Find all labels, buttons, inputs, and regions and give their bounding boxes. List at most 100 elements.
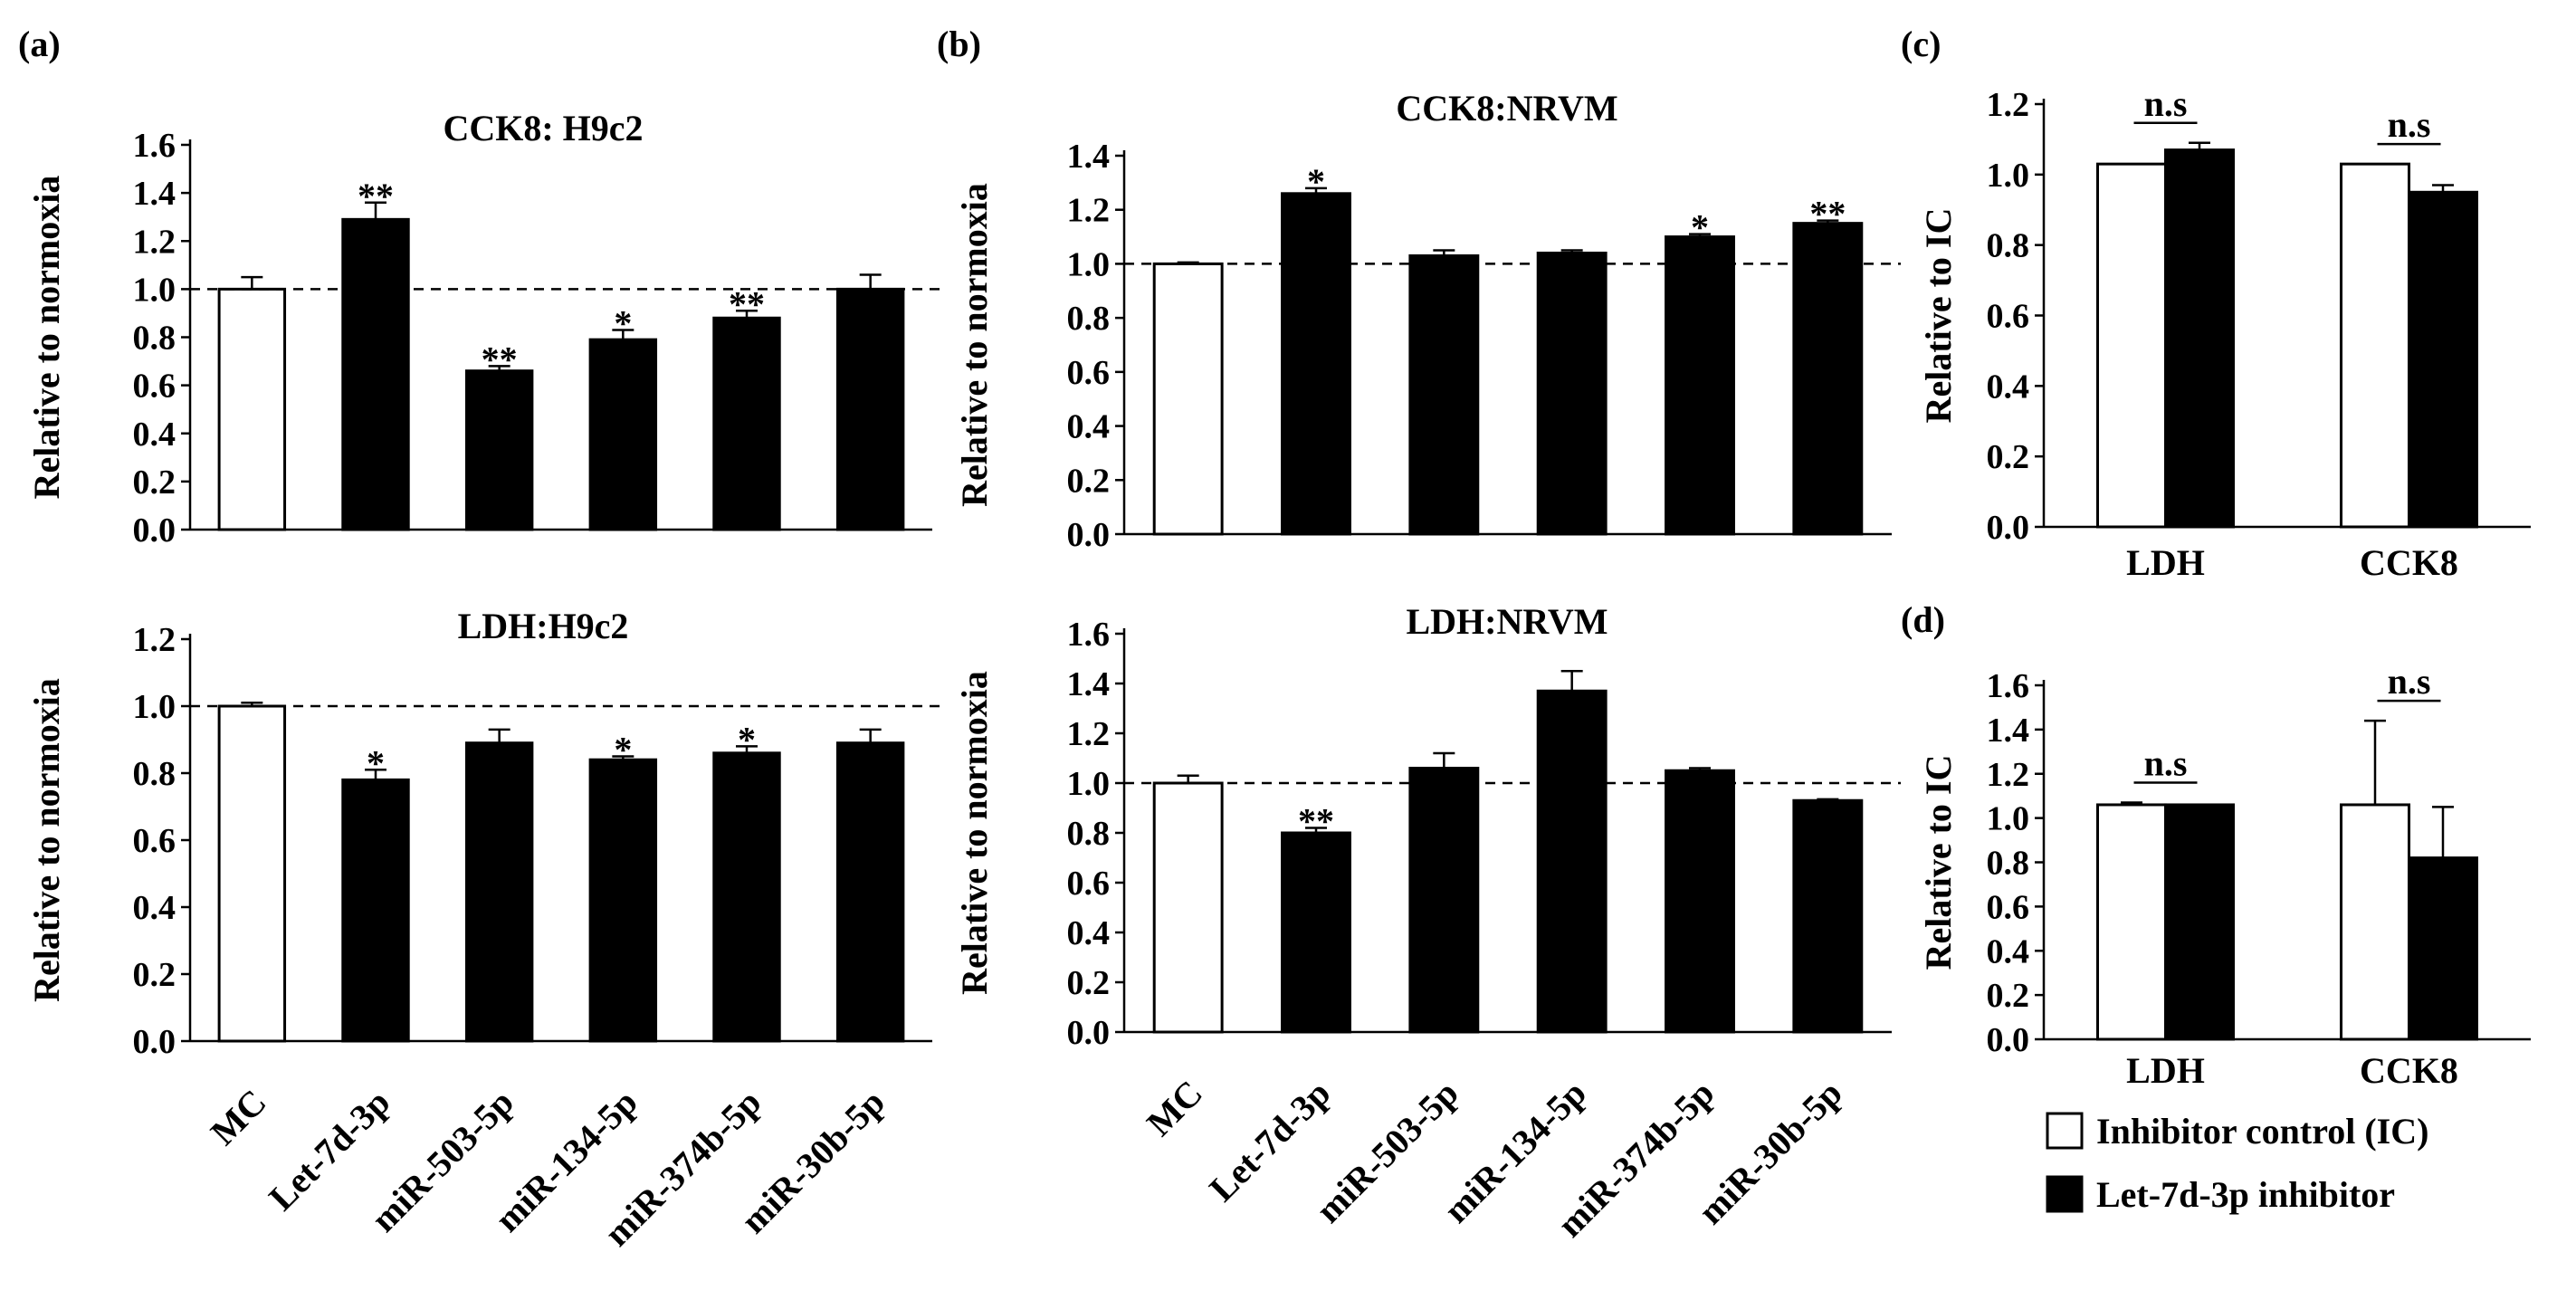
y-tick-label: 1.4 [1067,138,1111,176]
y-tick-label: 0.2 [133,464,177,502]
significance-label: n.s [2388,104,2431,145]
bar-mir-374b-5p [712,316,781,531]
significance-marker: ** [358,176,394,216]
bar-mir-374b-5p [1665,769,1735,1034]
y-tick-label: 0.4 [1067,914,1111,952]
chart-title: CCK8:NRVM [1396,88,1617,129]
bar-ldh-let-7d-3p-inhibitor [2164,803,2235,1041]
significance-label: n.s [2388,661,2431,702]
y-tick-label: 0.0 [1067,516,1111,554]
y-tick-label: 1.0 [1987,157,2030,195]
significance-marker: ** [482,339,518,379]
significance-label: n.s [2144,743,2188,784]
bar-mir-134-5p [1536,689,1608,1034]
significance-marker: * [614,730,632,770]
y-tick-label: 1.2 [133,621,177,659]
y-tick-label: 1.4 [1987,712,2030,750]
y-tick-label: 1.6 [1987,667,2030,705]
y-tick-label: 1.0 [133,688,177,726]
significance-label: n.s [2144,83,2188,124]
bar-mc [1152,262,1224,536]
panel-label: (d) [1901,599,1945,640]
y-tick-label: 0.8 [1987,227,2030,265]
bar-mir-503-5p [1408,253,1480,536]
x-category-label-let-7d-3p: Let-7d-3p [1201,1073,1338,1209]
bar-cck8-inhibitor-control-ic [2340,162,2410,529]
significance-marker: * [367,742,385,783]
chart-inhibitor-c: 0.0 0.2 0.4 0.6 0.8 1.0 1.2 Relative to IC (c) n.… [1901,24,2531,583]
y-tick-label: 1.0 [133,271,177,309]
x-category-label-cck8: CCK8 [2360,1050,2458,1091]
bar-mir-30b-5p [835,287,905,531]
bar-ldh-inhibitor-control-ic [2096,803,2167,1041]
bar-mc [217,704,287,1043]
panel-label: (b) [937,24,981,64]
significance-marker: * [738,719,756,760]
y-tick-label: 0.2 [133,956,177,994]
significance-marker: ** [1809,194,1846,234]
bar-mir-30b-5p [1792,222,1864,536]
y-tick-label: 0.4 [1987,368,2030,406]
y-tick-label: 0.8 [1067,815,1111,853]
panel-label: (c) [1901,24,1941,64]
y-tick-label: 0.6 [1987,298,2030,336]
y-tick-label: 0.6 [1067,865,1111,903]
y-tick-label: 1.4 [133,175,177,213]
bar-mir-503-5p [464,369,534,531]
y-tick-label: 0.0 [1987,1021,2030,1059]
y-axis-label: Relative to normoxia [26,176,67,500]
panel-label: (a) [18,24,61,64]
y-tick-label: 0.4 [133,889,177,927]
y-tick-label: 0.2 [1987,977,2030,1015]
y-tick-label: 0.0 [1987,509,2030,547]
bar-mir-503-5p [1408,767,1480,1034]
bar-mc [1152,781,1224,1034]
bar-mir-30b-5p [835,741,905,1043]
y-tick-label: 0.8 [1067,300,1111,338]
bar-mir-374b-5p [1665,235,1735,536]
bar-cck8-inhibitor-control-ic [2340,803,2410,1041]
x-category-label-mc: MC [1139,1073,1210,1144]
y-axis-label: Relative to normoxia [26,678,67,1002]
bar-let-7d-3p [341,217,410,531]
chart-cck8-h9c2: 0.0 0.2 0.4 0.6 0.8 1.0 1.2 1.4 1.6 Relative to n… [18,24,941,550]
chart-inhibitor-d: 0.0 0.2 0.4 0.6 0.8 1.0 1.2 1.4 1.6 Relative to I… [1901,599,2531,1091]
y-tick-label: 0.0 [133,1023,177,1061]
y-tick-label: 0.0 [133,511,177,550]
bar-mir-134-5p [588,338,658,531]
y-tick-label: 0.6 [133,822,177,860]
bar-let-7d-3p [1281,192,1351,536]
chart-title: CCK8: H9c2 [443,108,643,148]
chart-title: LDH:NRVM [1406,601,1608,642]
y-tick-label: 0.8 [133,755,177,793]
chart-title: LDH:H9c2 [458,606,629,646]
x-category-label-cck8: CCK8 [2360,542,2458,583]
chart-cck8-nrvm: 0.0 0.2 0.4 0.6 0.8 1.0 1.2 1.4 Relative to norm… [937,24,1901,554]
bar-mir-134-5p [1536,251,1608,536]
y-tick-label: 1.4 [1067,665,1111,703]
legend-swatch-inhibitor-control-ic [2046,1112,2084,1150]
bar-mir-503-5p [464,741,534,1043]
significance-marker: ** [729,283,765,324]
y-tick-label: 1.2 [1987,756,2030,794]
y-tick-label: 1.2 [1067,192,1111,230]
significance-marker: * [614,303,632,344]
chart-ldh-h9c2: 0.0 0.2 0.4 0.6 0.8 1.0 1.2 Relative to normoxi… [26,606,941,1254]
y-tick-label: 1.0 [1067,765,1111,803]
bar-cck8-let-7d-3p-inhibitor [2408,190,2478,529]
legend-swatch-let-7d-3p-inhibitor [2046,1175,2084,1213]
y-tick-label: 0.0 [1067,1014,1111,1052]
y-tick-label: 1.6 [1067,616,1111,654]
y-tick-label: 0.4 [1067,408,1111,446]
bar-mir-30b-5p [1792,798,1864,1034]
significance-marker: ** [1298,801,1334,842]
y-axis-label: Relative to IC [1918,755,1959,970]
y-tick-label: 0.6 [1987,888,2030,926]
bar-mc [217,287,287,531]
y-tick-label: 0.8 [133,320,177,358]
y-tick-label: 1.0 [1067,245,1111,283]
y-tick-label: 0.8 [1987,845,2030,883]
chart-ldh-nrvm: 0.0 0.2 0.4 0.6 0.8 1.0 1.2 1.4 1.6 Relative to n… [954,601,1901,1245]
y-tick-label: 1.2 [1987,86,2030,124]
